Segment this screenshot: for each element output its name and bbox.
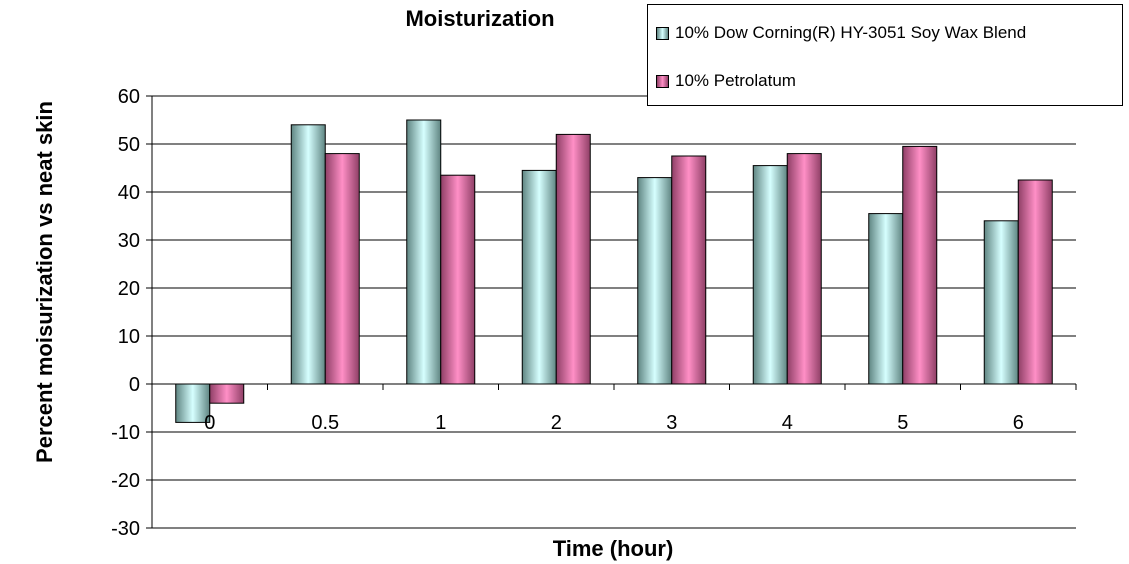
x-tick-label: 1 [435, 412, 446, 434]
bar-series-1-4 [752, 165, 788, 385]
bar-series-1-6 [983, 220, 1019, 385]
y-tick-label: 40 [118, 182, 140, 204]
y-tick-label: 60 [118, 86, 140, 108]
legend-label-series-2: 10% Petrolatum [675, 71, 796, 90]
y-tick-label: 0 [129, 374, 140, 396]
bar-series-1-0.5 [290, 124, 326, 385]
y-tick-label: -20 [111, 470, 140, 492]
bar-series-1-1 [406, 119, 442, 385]
x-tick-label: 0.5 [311, 412, 339, 434]
bars [175, 119, 1053, 423]
bar-series-2-4 [786, 153, 822, 385]
legend-label-series-1: 10% Dow Corning(R) HY-3051 Soy Wax Blend [675, 23, 1027, 42]
chart-title: Moisturization [405, 6, 555, 31]
bar-series-2-6 [1017, 179, 1053, 385]
bar-series-1-0 [175, 383, 211, 423]
x-tick-label: 0 [204, 412, 215, 434]
y-tick-label: 20 [118, 278, 140, 300]
y-tick-label: 50 [118, 134, 140, 156]
bar-series-2-0 [209, 383, 245, 404]
y-tick-label: 10 [118, 326, 140, 348]
bar-series-2-1 [440, 174, 476, 385]
bar-series-2-2 [555, 133, 591, 385]
bar-series-2-5 [902, 145, 938, 385]
x-tick-label: 6 [1013, 412, 1024, 434]
x-tick-label: 3 [666, 412, 677, 434]
bar-series-2-0.5 [324, 153, 360, 385]
legend-item-series-1: 10% Dow Corning(R) HY-3051 Soy Wax Blend [656, 23, 1026, 43]
bar-series-1-3 [637, 177, 673, 385]
legend-swatch-series-1 [656, 26, 669, 40]
x-tick-label: 5 [897, 412, 908, 434]
x-tick-label: 4 [782, 412, 793, 434]
x-tick-label: 2 [551, 412, 562, 434]
y-axis-label-text: Percent moisurization vs neat skin [32, 101, 57, 463]
y-tick-label: -30 [111, 518, 140, 540]
bar-series-2-3 [671, 155, 707, 385]
x-axis-label: Time (hour) [552, 536, 674, 561]
y-axis-label: Percent moisurization vs neat skin [30, 101, 60, 463]
y-tick-label: 30 [118, 230, 140, 252]
bar-series-1-2 [521, 169, 557, 385]
x-tick-labels: 0 0.5 1 2 3 4 5 6 [204, 412, 1024, 434]
legend-swatch-series-2 [656, 74, 669, 88]
legend-item-series-2: 10% Petrolatum [656, 71, 796, 91]
axes [151, 96, 1077, 528]
y-tick-label: -10 [111, 422, 140, 444]
y-tick-labels: -30 -20 -10 0 10 20 30 40 50 60 [111, 86, 140, 540]
bar-series-1-5 [868, 213, 904, 385]
legend: 10% Dow Corning(R) HY-3051 Soy Wax Blend… [647, 4, 1123, 106]
